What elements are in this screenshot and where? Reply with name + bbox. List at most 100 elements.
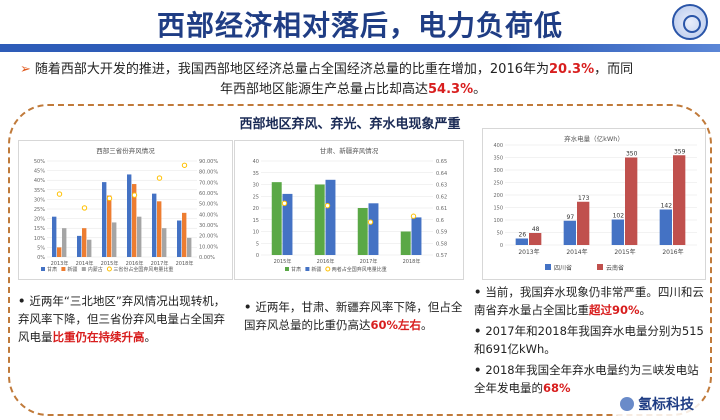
hydro-chart-svg: 0 50 100 150 200 250 300 350 400 26 48 2013年 97 173 20… (493, 143, 697, 272)
title-rule (0, 44, 720, 52)
y2-tick-label: 0.58 (436, 241, 447, 247)
logo-icon (672, 4, 708, 40)
bar (271, 182, 282, 255)
x-tick-label: 2015年 (274, 258, 292, 265)
page-title: 西部经济相对落后，电力负荷低 (156, 9, 563, 42)
bar (400, 231, 411, 255)
legend-label: 两者占全国弃风电量比重 (332, 266, 387, 273)
y-tick-label: 35% (34, 188, 45, 194)
overlay-point (181, 162, 188, 168)
y-tick-label: 10 (253, 230, 259, 236)
x-tick-label: 2017年 (360, 258, 378, 265)
bullet-dot-icon: • (244, 300, 252, 314)
bar (625, 157, 638, 245)
y-tick-label: 40 (253, 159, 259, 165)
legend-label: 云南省 (606, 264, 624, 272)
y2-tick-label: 70.00% (199, 180, 218, 186)
x-tick-label: 2014年 (76, 260, 94, 267)
bar (314, 184, 325, 255)
wind-chart-svg: 0% 5% 10% 15% 20% 25% 30% 35% 40% 45% 50% 0.00% 10.0… (34, 159, 218, 273)
bar (132, 184, 137, 257)
x-tick-label: 2013年 (51, 260, 69, 267)
bar (87, 239, 92, 257)
legend-swatch (597, 264, 603, 270)
y-tick-label: 250 (493, 181, 503, 187)
bullet-text: 。 (639, 303, 652, 317)
bullet-text: 近两年“三北地区”弃风情况出现转机，弃风率下降，但三省份弃风电量占全国弃风电量 (18, 294, 226, 344)
y-tick-label: 100 (493, 218, 503, 224)
intro-pct-b: 54.3% (428, 82, 474, 97)
legend-label: 甘肃 (291, 266, 301, 273)
chart-title: 弃水电量（亿kWh） (564, 135, 624, 143)
x-tick-label: 2014年 (566, 248, 587, 256)
chart-title: 西部三省份弃风情况 (96, 147, 155, 155)
y-tick-label: 30% (34, 197, 45, 203)
legend-swatch (106, 266, 112, 272)
bullet-dot-icon: • (18, 294, 26, 308)
x-tick-label: 2016年 (317, 258, 335, 265)
intro-pct-a: 20.3% (549, 62, 595, 77)
bar (112, 222, 117, 257)
y2-tick-label: 80.00% (199, 170, 218, 176)
bar (529, 233, 542, 245)
data-label: 102 (613, 213, 625, 220)
bullet-dot-icon: • (474, 363, 482, 377)
y2-tick-label: 60.00% (199, 191, 218, 197)
overlay-point (324, 202, 331, 209)
legend-label: 新疆 (67, 266, 77, 273)
y-tick-label: 5% (37, 245, 45, 251)
y2-tick-label: 10.00% (199, 244, 218, 250)
bar (127, 174, 132, 257)
bar (368, 203, 379, 255)
overlay-point (410, 213, 417, 219)
y-tick-label: 20% (34, 217, 45, 223)
bullet-text: 近两年，甘肃、新疆弃风率下降，但占全国弃风总量的比重仍高达 (244, 300, 463, 332)
data-label: 173 (578, 195, 590, 202)
legend-swatch (61, 267, 66, 271)
x-tick-label: 2015年 (101, 260, 119, 267)
bar (82, 228, 87, 257)
legend-swatch (41, 267, 45, 271)
overlay-point (106, 195, 113, 202)
intro-text-a: 随着西部大开发的推进，我国西部地区经济总量占全国经济总量的比重在增加，2016年… (34, 62, 549, 77)
y-tick-label: 50% (34, 159, 45, 165)
intro-text-b: ，而同 (594, 62, 634, 77)
legend-label: 内蒙古 (88, 266, 103, 273)
overlay-point (81, 205, 88, 211)
bar (282, 193, 293, 255)
bullet-text: 2017年和2018年我国弃水电量分别为515和691亿kWh。 (474, 324, 704, 356)
intro-text-c: 年西部地区能源生产总量占比却高达 (220, 82, 429, 97)
y2-tick-label: 0.61 (436, 206, 447, 212)
y2-tick-label: 0.63 (436, 183, 447, 189)
chart-title: 甘肃、新疆弃风情况 (319, 147, 379, 155)
bar (325, 179, 336, 255)
bullet-text: 。 (421, 318, 433, 332)
wind-curtailment-chart: 西部三省份弃风情况 0% 5% 10% 15% 20% 25% 30% 35% 40% 45% 50… (18, 140, 233, 280)
bar (137, 216, 142, 257)
legend-swatch (81, 267, 86, 271)
y-tick-label: 300 (493, 168, 503, 174)
title-bar: 西部经济相对落后，电力负荷低 (0, 0, 720, 44)
legend-label: 甘肃 (47, 266, 57, 273)
x-tick-label: 2016年 (662, 248, 683, 256)
y2-tick-label: 0.6 (436, 218, 444, 224)
bar (673, 155, 686, 245)
bullet-dot-icon: • (474, 285, 482, 299)
y2-tick-label: 50.00% (199, 202, 218, 208)
y-tick-label: 200 (493, 193, 503, 199)
y-tick-label: 15% (34, 226, 45, 232)
intro-text-d: 。 (473, 82, 487, 97)
overlay-point (131, 192, 138, 198)
bar (577, 201, 590, 245)
bar (102, 182, 107, 257)
y2-tick-label: 0.62 (436, 194, 447, 200)
bar (157, 201, 162, 257)
y2-tick-label: 30.00% (199, 223, 218, 229)
overlay-point (281, 200, 288, 206)
bar (62, 228, 67, 257)
bar (152, 193, 157, 257)
y2-tick-label: 0.59 (436, 230, 447, 236)
y-tick-label: 35 (253, 171, 259, 177)
bullet-hydro-b: • 2017年和2018年我国弃水电量分别为515和691亿kWh。 (474, 322, 710, 358)
bullet-hydro-a: • 当前，我国弃水现象仍非常严重。四川和云南省弃水量占全国比重超过90%。 (474, 283, 710, 319)
